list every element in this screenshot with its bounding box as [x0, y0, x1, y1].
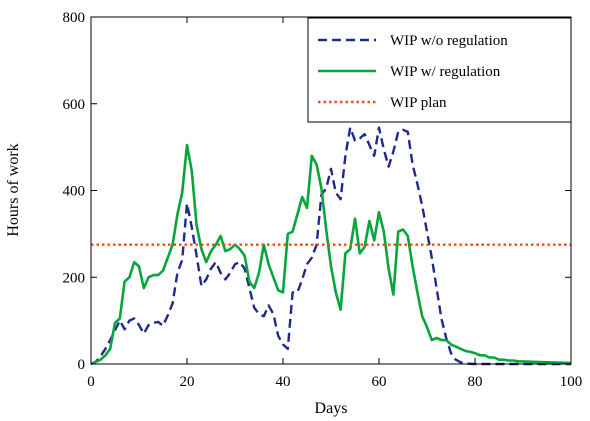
series-line-2	[90, 143, 572, 366]
y-tick-label: 800	[63, 10, 86, 26]
y-tick-label: 0	[78, 357, 86, 373]
x-axis-label: Days	[315, 400, 348, 417]
y-tick-label: 400	[63, 184, 86, 200]
x-tick-label: 60	[372, 374, 387, 390]
plot-area	[90, 126, 572, 366]
y-tick-label: 600	[63, 97, 86, 113]
legend-label-3: WIP plan	[390, 95, 447, 111]
legend: WIP w/o regulation WIP w/ regulation WIP p…	[307, 17, 572, 123]
x-tick-label: 40	[276, 374, 291, 390]
y-tick-label: 200	[63, 270, 86, 286]
legend-label-2: WIP w/ regulation	[390, 64, 501, 80]
y-axis-label: Hours of work	[5, 143, 22, 236]
x-tick-label: 0	[87, 374, 95, 390]
series-line-1	[90, 126, 571, 366]
x-tick-label: 20	[180, 374, 195, 390]
axes: 0 20 40 60 80 100 0 200 400 600 800	[63, 10, 583, 390]
legend-label-1: WIP w/o regulation	[390, 33, 508, 49]
x-tick-label: 80	[468, 374, 483, 390]
x-tick-label: 100	[560, 374, 583, 390]
